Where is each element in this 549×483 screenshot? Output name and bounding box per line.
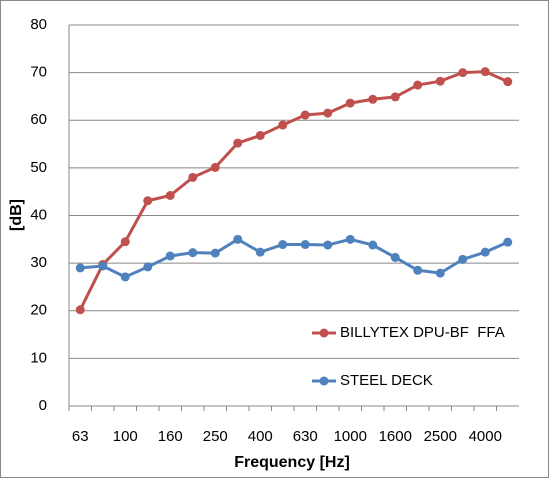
data-point <box>323 108 333 118</box>
data-point <box>233 138 243 148</box>
data-point <box>165 251 175 261</box>
data-point <box>210 248 220 258</box>
data-point <box>75 305 85 315</box>
data-point <box>188 248 198 258</box>
legend-label: BILLYTEX DPU-BF FFA <box>340 324 505 341</box>
data-point <box>255 247 265 257</box>
data-point <box>503 77 513 87</box>
x-tick-label: 160 <box>158 428 183 445</box>
data-point <box>233 234 243 244</box>
y-tick-label: 60 <box>30 111 47 128</box>
data-point <box>345 234 355 244</box>
data-point <box>165 190 175 200</box>
y-tick-label: 40 <box>30 206 47 223</box>
data-point <box>188 172 198 182</box>
x-tick-label: 2500 <box>424 428 457 445</box>
data-point <box>435 76 445 86</box>
data-point <box>480 67 490 77</box>
x-tick-label: 1000 <box>334 428 367 445</box>
y-tick-label: 0 <box>39 397 47 414</box>
data-point <box>278 240 288 250</box>
data-point <box>143 196 153 206</box>
data-point <box>458 254 468 264</box>
data-point <box>278 120 288 130</box>
x-tick-label: 250 <box>203 428 228 445</box>
data-point <box>413 265 423 275</box>
data-point <box>458 68 468 78</box>
data-point <box>413 80 423 90</box>
data-point <box>368 94 378 104</box>
data-point <box>390 92 400 102</box>
y-tick-label: 30 <box>30 254 47 271</box>
x-tick-label: 630 <box>293 428 318 445</box>
data-point <box>390 252 400 262</box>
y-tick-label: 50 <box>30 159 47 176</box>
data-point <box>75 263 85 273</box>
data-point <box>300 110 310 120</box>
data-point <box>435 268 445 278</box>
data-point <box>503 237 513 247</box>
legend-marker <box>319 376 329 386</box>
legend-marker <box>319 328 329 338</box>
x-tick-label: 400 <box>248 428 273 445</box>
y-axis-title: [dB] <box>8 199 25 231</box>
y-tick-label: 70 <box>30 64 47 81</box>
x-tick-label: 63 <box>72 428 89 445</box>
data-point <box>98 261 108 271</box>
x-tick-label: 4000 <box>469 428 502 445</box>
data-point <box>143 262 153 272</box>
y-tick-label: 80 <box>30 16 47 33</box>
data-point <box>480 247 490 257</box>
y-tick-label: 20 <box>30 302 47 319</box>
data-point <box>120 237 130 247</box>
y-tick-label: 10 <box>30 349 47 366</box>
data-point <box>120 272 130 282</box>
data-point <box>210 162 220 172</box>
data-point <box>345 98 355 108</box>
data-point <box>323 240 333 250</box>
data-point <box>300 240 310 250</box>
data-point <box>255 130 265 140</box>
legend-label: STEEL DECK <box>340 372 433 389</box>
x-axis-title: Frequency [Hz] <box>234 454 350 471</box>
data-point <box>368 240 378 250</box>
x-tick-label: 100 <box>113 428 138 445</box>
x-tick-label: 1600 <box>379 428 412 445</box>
